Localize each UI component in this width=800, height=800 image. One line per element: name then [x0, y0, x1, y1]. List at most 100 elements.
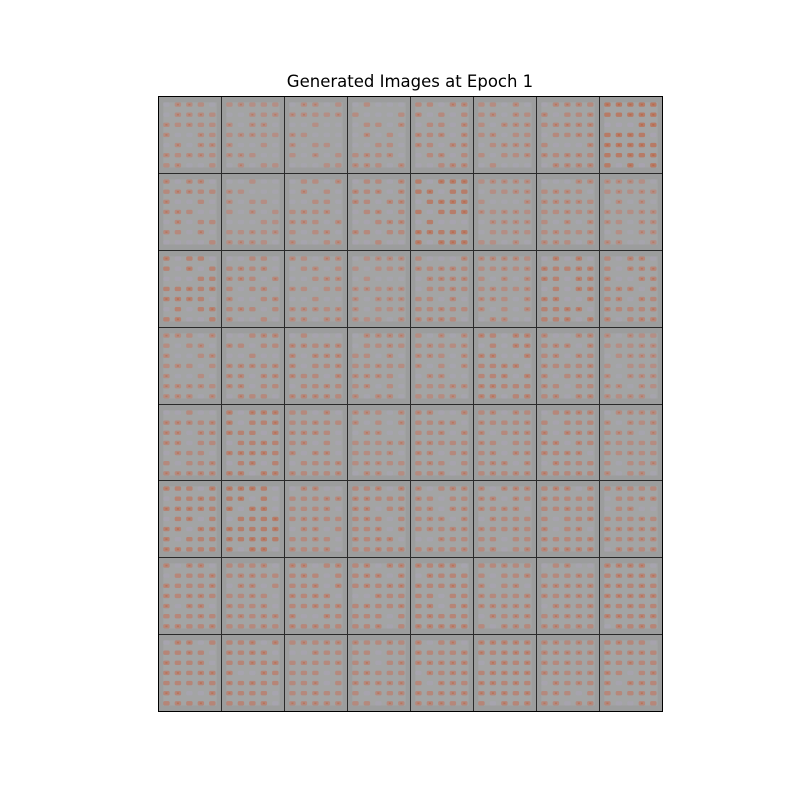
- sample-pattern: [478, 563, 532, 629]
- sample-pattern: [289, 409, 343, 476]
- generated-sample-tile: [411, 250, 473, 327]
- generated-sample-tile: [537, 173, 599, 250]
- sample-pattern: [415, 332, 469, 399]
- generated-sample-tile: [348, 97, 410, 173]
- generated-sample-tile: [600, 97, 662, 173]
- sample-pattern: [352, 563, 406, 629]
- generated-sample-tile: [600, 635, 662, 711]
- sample-pattern: [604, 486, 658, 552]
- sample-pattern: [289, 640, 343, 706]
- sample-pattern: [226, 256, 280, 322]
- sample-pattern: [541, 332, 595, 399]
- generated-sample-tile: [474, 173, 536, 250]
- sample-pattern: [289, 102, 343, 168]
- generated-sample-tile: [537, 481, 599, 558]
- generated-sample-tile: [600, 173, 662, 250]
- sample-pattern: [478, 256, 532, 322]
- generated-sample-tile: [537, 558, 599, 635]
- sample-pattern: [352, 409, 406, 476]
- sample-pattern: [541, 486, 595, 552]
- sample-pattern: [541, 563, 595, 629]
- generated-sample-tile: [411, 173, 473, 250]
- sample-pattern: [604, 102, 658, 168]
- generated-sample-tile: [285, 481, 347, 558]
- sample-pattern: [289, 563, 343, 629]
- generated-sample-tile: [159, 404, 221, 481]
- sample-pattern: [226, 563, 280, 629]
- sample-pattern: [289, 486, 343, 552]
- generated-image-grid: [158, 96, 663, 712]
- generated-sample-tile: [159, 327, 221, 404]
- sample-pattern: [415, 179, 469, 245]
- generated-sample-tile: [159, 173, 221, 250]
- sample-pattern: [415, 409, 469, 476]
- generated-sample-tile: [222, 558, 284, 635]
- generated-sample-tile: [222, 97, 284, 173]
- generated-sample-tile: [222, 250, 284, 327]
- sample-pattern: [478, 102, 532, 168]
- sample-pattern: [604, 563, 658, 629]
- generated-sample-tile: [537, 327, 599, 404]
- sample-pattern: [352, 256, 406, 322]
- sample-pattern: [226, 102, 280, 168]
- generated-sample-tile: [474, 404, 536, 481]
- sample-pattern: [226, 179, 280, 245]
- generated-sample-tile: [411, 97, 473, 173]
- sample-pattern: [163, 563, 217, 629]
- generated-sample-tile: [600, 250, 662, 327]
- sample-pattern: [604, 179, 658, 245]
- sample-pattern: [163, 102, 217, 168]
- generated-sample-tile: [222, 635, 284, 711]
- generated-sample-tile: [348, 250, 410, 327]
- sample-pattern: [478, 486, 532, 552]
- generated-sample-tile: [348, 558, 410, 635]
- generated-sample-tile: [474, 635, 536, 711]
- generated-sample-tile: [348, 635, 410, 711]
- sample-pattern: [163, 640, 217, 706]
- generated-sample-tile: [411, 481, 473, 558]
- generated-sample-tile: [348, 481, 410, 558]
- sample-pattern: [478, 332, 532, 399]
- sample-pattern: [352, 332, 406, 399]
- generated-sample-tile: [600, 558, 662, 635]
- figure-title: Generated Images at Epoch 1: [286, 72, 534, 91]
- generated-sample-tile: [600, 404, 662, 481]
- generated-sample-tile: [285, 250, 347, 327]
- generated-sample-tile: [222, 327, 284, 404]
- generated-sample-tile: [474, 97, 536, 173]
- sample-pattern: [541, 409, 595, 476]
- sample-pattern: [226, 409, 280, 476]
- sample-pattern: [604, 409, 658, 476]
- generated-sample-tile: [600, 481, 662, 558]
- sample-pattern: [415, 486, 469, 552]
- generated-sample-tile: [285, 327, 347, 404]
- sample-pattern: [541, 256, 595, 322]
- generated-sample-tile: [411, 558, 473, 635]
- sample-pattern: [415, 563, 469, 629]
- generated-sample-tile: [285, 635, 347, 711]
- generated-sample-tile: [474, 250, 536, 327]
- sample-pattern: [289, 179, 343, 245]
- generated-sample-tile: [348, 173, 410, 250]
- sample-pattern: [163, 409, 217, 476]
- generated-sample-tile: [411, 635, 473, 711]
- sample-pattern: [478, 179, 532, 245]
- sample-pattern: [604, 256, 658, 322]
- sample-pattern: [415, 102, 469, 168]
- generated-sample-tile: [159, 635, 221, 711]
- generated-sample-tile: [474, 558, 536, 635]
- sample-pattern: [541, 640, 595, 706]
- generated-sample-tile: [474, 327, 536, 404]
- generated-sample-tile: [222, 404, 284, 481]
- generated-sample-tile: [285, 558, 347, 635]
- sample-pattern: [163, 256, 217, 322]
- generated-sample-tile: [285, 404, 347, 481]
- generated-sample-tile: [159, 481, 221, 558]
- sample-pattern: [163, 332, 217, 399]
- sample-pattern: [415, 640, 469, 706]
- generated-sample-tile: [159, 250, 221, 327]
- generated-sample-tile: [222, 173, 284, 250]
- generated-sample-tile: [285, 173, 347, 250]
- generated-sample-tile: [537, 635, 599, 711]
- generated-sample-tile: [348, 327, 410, 404]
